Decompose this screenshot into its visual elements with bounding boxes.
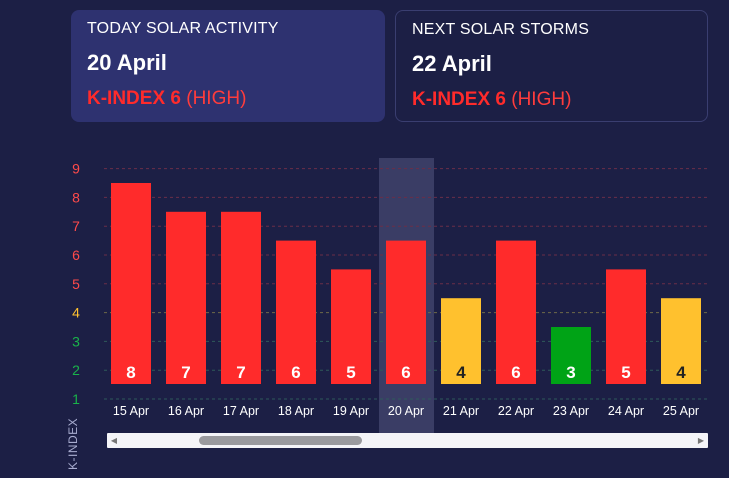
- bar-value-label: 6: [401, 363, 410, 382]
- bar: [166, 211, 206, 384]
- x-tick-label: 15 Apr: [113, 404, 149, 418]
- y-tick-label: 1: [72, 391, 80, 407]
- next-storms-card: NEXT SOLAR STORMS 22 April K-INDEX 6 (HI…: [395, 10, 708, 122]
- bar-value-label: 7: [181, 363, 190, 382]
- bar: [496, 240, 536, 384]
- next-card-title: NEXT SOLAR STORMS: [412, 21, 590, 38]
- bar: [221, 211, 261, 384]
- chart-scrollbar[interactable]: ◀ ▶: [107, 433, 708, 448]
- bar-value-label: 4: [456, 363, 466, 382]
- next-card-date: 22 April: [412, 51, 492, 76]
- today-card-date: 20 April: [87, 50, 167, 75]
- bar: [276, 240, 316, 384]
- x-tick-label: 20 Apr: [388, 404, 424, 418]
- today-activity-card: TODAY SOLAR ACTIVITY 20 April K-INDEX 6 …: [71, 10, 385, 122]
- bar-value-label: 7: [236, 363, 245, 382]
- today-card-title: TODAY SOLAR ACTIVITY: [87, 20, 279, 37]
- next-kindex-value: K-INDEX 6: [412, 89, 506, 110]
- x-tick-label: 22 Apr: [498, 404, 534, 418]
- y-tick-label: 2: [72, 362, 80, 378]
- x-tick-label: 24 Apr: [608, 404, 644, 418]
- bar-value-label: 5: [621, 363, 630, 382]
- x-tick-label: 16 Apr: [168, 404, 204, 418]
- bar-value-label: 6: [511, 363, 520, 382]
- bar: [386, 240, 426, 384]
- scroll-right-arrow-icon[interactable]: ▶: [697, 436, 705, 445]
- x-tick-label: 21 Apr: [443, 404, 479, 418]
- x-tick-label: 19 Apr: [333, 404, 369, 418]
- today-kindex-row: K-INDEX 6 (HIGH): [87, 88, 369, 110]
- y-tick-label: 5: [72, 276, 80, 292]
- scrollbar-thumb[interactable]: [199, 436, 362, 445]
- x-tick-label: 23 Apr: [553, 404, 589, 418]
- y-axis-title: K-INDEX: [66, 417, 80, 470]
- bar: [331, 269, 371, 384]
- today-kindex-level: (HIGH): [186, 88, 247, 109]
- today-kindex-value: K-INDEX 6: [87, 88, 181, 109]
- next-kindex-level: (HIGH): [511, 89, 572, 110]
- bar: [441, 298, 481, 384]
- y-tick-label: 3: [72, 333, 80, 349]
- scroll-left-arrow-icon[interactable]: ◀: [110, 436, 118, 445]
- bar: [551, 327, 591, 384]
- bar-value-label: 8: [126, 363, 135, 382]
- y-tick-label: 4: [72, 305, 80, 321]
- x-tick-label: 25 Apr: [663, 404, 699, 418]
- y-tick-label: 8: [72, 189, 80, 205]
- x-tick-label: 18 Apr: [278, 404, 314, 418]
- bar-value-label: 3: [566, 363, 575, 382]
- next-kindex-row: K-INDEX 6 (HIGH): [412, 89, 691, 111]
- x-tick-label: 17 Apr: [223, 404, 259, 418]
- y-tick-label: 9: [72, 161, 80, 177]
- bar-value-label: 6: [291, 363, 300, 382]
- bar: [661, 298, 701, 384]
- bar-value-label: 4: [676, 363, 686, 382]
- bar: [111, 183, 151, 384]
- y-tick-label: 7: [72, 218, 80, 234]
- bar-value-label: 5: [346, 363, 355, 382]
- bar: [606, 269, 646, 384]
- y-tick-label: 6: [72, 247, 80, 263]
